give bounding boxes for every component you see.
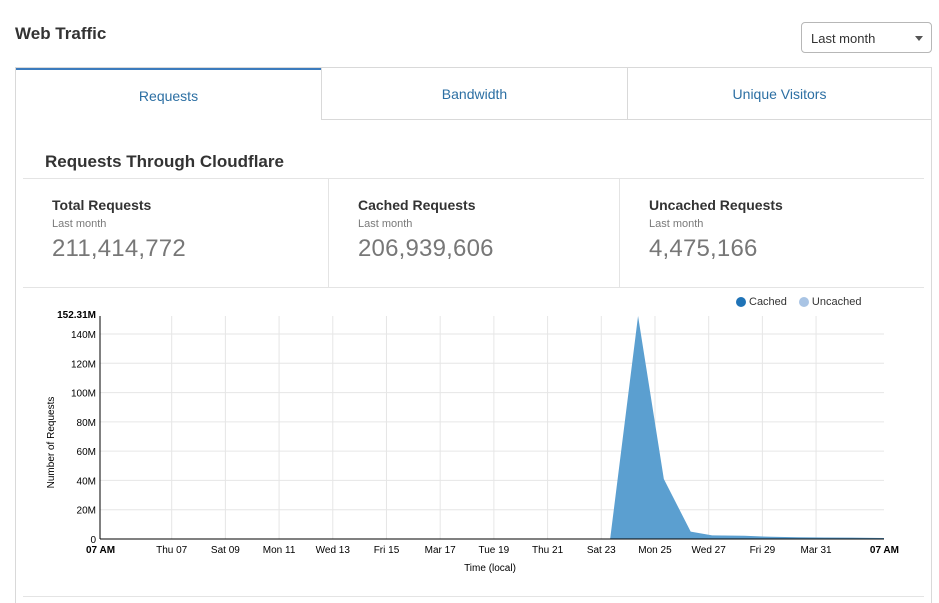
- stat-period: Last month: [52, 218, 107, 230]
- series-area-cached: [100, 316, 884, 539]
- y-tick-label: 120M: [71, 359, 96, 370]
- divider: [23, 287, 924, 288]
- y-tick-label: 20M: [77, 506, 96, 517]
- legend-swatch-cached: [736, 297, 746, 307]
- y-axis-title: Number of Requests: [46, 397, 57, 489]
- caret-down-icon: [915, 36, 923, 41]
- stat-value: 206,939,606: [358, 235, 494, 262]
- x-tick-label: Mar 31: [801, 545, 833, 556]
- x-tick-label: Mar 17: [425, 545, 457, 556]
- x-tick-label: Wed 13: [316, 545, 351, 556]
- tab-requests-label: Requests: [138, 88, 199, 104]
- x-tick-label: Mon 25: [638, 545, 672, 556]
- x-tick-label: Fri 15: [374, 545, 400, 556]
- x-tick-label: Thu 07: [156, 545, 188, 556]
- tab-unique-visitors-label: Unique Visitors: [732, 85, 827, 102]
- stat-period: Last month: [358, 218, 413, 230]
- tab-requests[interactable]: Requests: [16, 68, 321, 120]
- divider: [23, 178, 924, 179]
- y-tick-label: 60M: [77, 447, 96, 458]
- x-tick-label: Wed 27: [692, 545, 727, 556]
- legend-item-cached[interactable]: Cached: [736, 296, 787, 308]
- y-tick-label: 140M: [71, 330, 96, 341]
- x-tick-label: Sat 23: [587, 545, 616, 556]
- time-range-value: Last month: [811, 31, 876, 46]
- x-tick-label: Fri 29: [750, 545, 776, 556]
- x-tick-label: Mon 11: [263, 545, 296, 556]
- stat-period: Last month: [649, 218, 704, 230]
- stat-cached-requests: Cached Requests Last month 206,939,606: [328, 179, 619, 288]
- legend-swatch-uncached: [798, 297, 809, 307]
- y-tick-label: 40M: [77, 476, 96, 487]
- stats-row: Total Requests Last month 211,414,772 Ca…: [23, 179, 924, 288]
- y-tick-label: 100M: [71, 389, 96, 400]
- tab-bandwidth[interactable]: Bandwidth: [321, 68, 627, 120]
- y-tick-label: 0: [90, 535, 96, 546]
- stat-total-requests: Total Requests Last month 211,414,772: [23, 179, 328, 288]
- x-tick-label: Tue 19: [478, 545, 509, 556]
- stat-value: 4,475,166: [649, 235, 758, 262]
- section-title: Requests Through Cloudflare: [45, 152, 284, 171]
- tab-unique-visitors[interactable]: Unique Visitors: [627, 68, 931, 120]
- card-footer-divider: [23, 596, 924, 597]
- x-tick-label: 07 AM: [870, 545, 899, 556]
- chart-legend: Cached Uncached: [736, 296, 861, 308]
- stat-label: Total Requests: [52, 197, 152, 213]
- x-tick-label: 07 AM: [86, 545, 115, 556]
- page-title: Web Traffic: [15, 24, 107, 43]
- stat-label: Cached Requests: [358, 197, 476, 213]
- legend-label-uncached: Uncached: [811, 296, 862, 308]
- x-tick-label: Thu 21: [532, 545, 564, 556]
- y-max-label: 152.31M: [57, 310, 96, 321]
- time-range-select[interactable]: Last month: [801, 22, 932, 53]
- tab-bandwidth-label: Bandwidth: [441, 85, 508, 102]
- legend-label-cached: Cached: [749, 296, 787, 308]
- legend-item-uncached[interactable]: Uncached: [798, 296, 862, 308]
- y-tick-label: 80M: [77, 418, 96, 429]
- stat-uncached-requests: Uncached Requests Last month 4,475,166: [619, 179, 924, 288]
- tab-bar: Requests Bandwidth Unique Visitors: [16, 68, 931, 120]
- stat-value: 211,414,772: [52, 235, 186, 262]
- traffic-card: Requests Bandwidth Unique Visitors Reque…: [15, 67, 932, 603]
- stat-label: Uncached Requests: [649, 197, 783, 213]
- x-axis-title: Time (local): [464, 563, 516, 574]
- x-tick-label: Sat 09: [211, 545, 240, 556]
